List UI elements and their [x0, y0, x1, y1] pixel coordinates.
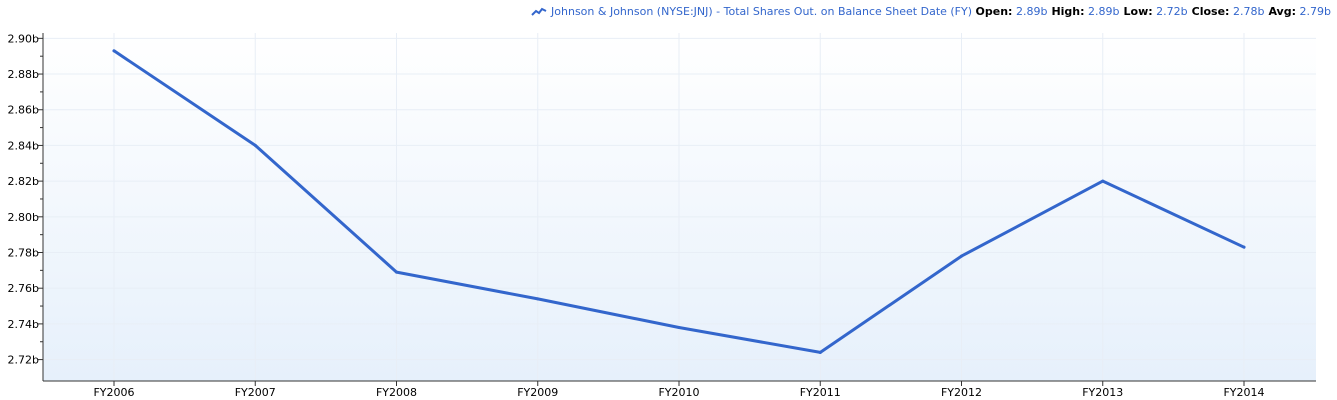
x-tick-label: FY2009 [517, 386, 558, 399]
legend-open-label: Open: [975, 5, 1013, 18]
legend-avg-value: 2.79b [1299, 5, 1331, 18]
legend-high-label: High: [1051, 5, 1085, 18]
x-tick-label: FY2006 [93, 386, 134, 399]
data-point [1242, 245, 1246, 249]
legend-avg-label: Avg: [1268, 5, 1297, 18]
legend-low-value: 2.72b [1156, 5, 1188, 18]
data-point [112, 49, 116, 53]
data-point [395, 270, 398, 274]
data-point [253, 143, 257, 147]
line-series-icon [531, 7, 547, 16]
x-tick-label: FY2008 [376, 386, 417, 399]
data-point [1101, 179, 1105, 183]
y-tick-label: 2.88b [8, 68, 39, 81]
y-tick-label: 2.86b [8, 104, 39, 117]
legend-series-name: Johnson & Johnson (NYSE:JNJ) - Total Sha… [551, 5, 973, 18]
x-tick-label: FY2010 [658, 386, 699, 399]
y-tick-label: 2.78b [8, 247, 39, 260]
legend-high-value: 2.89b [1088, 5, 1120, 18]
grid-lines [43, 33, 1316, 381]
legend-low-label: Low: [1123, 5, 1153, 18]
y-tick-label: 2.80b [8, 211, 39, 224]
y-tick-label: 2.74b [8, 318, 39, 331]
y-tick-label: 2.76b [8, 282, 39, 295]
series-layer [112, 49, 1246, 354]
y-tick-label: 2.82b [8, 175, 39, 188]
legend-close-value: 2.78b [1232, 5, 1265, 18]
chart-legend: Johnson & Johnson (NYSE:JNJ) - Total Sha… [531, 5, 1331, 18]
y-tick-label: 2.84b [8, 139, 39, 152]
legend-open-value: 2.89b [1015, 5, 1048, 18]
y-tick-label: 2.72b [8, 354, 39, 367]
y-tick-label: 2.90b [8, 32, 39, 45]
data-point [536, 297, 540, 301]
x-tick-label: FY2007 [235, 386, 276, 399]
x-tick-label: FY2013 [1082, 386, 1123, 399]
x-tick-label: FY2014 [1223, 386, 1264, 399]
x-tick-label: FY2011 [800, 386, 841, 399]
y-axis-ticks: 2.72b 2.74b 2.76b 2.78b 2.80b 2.82b 2.84b 2.86b… [8, 32, 43, 367]
data-point [960, 254, 963, 258]
legend-close-label: Close: [1191, 5, 1230, 18]
x-axis-ticks: FY2006 FY2007 FY2008 FY2009 FY2010 FY2011 FY20… [93, 381, 1265, 399]
data-point [677, 325, 681, 329]
x-tick-label: FY2012 [941, 386, 982, 399]
data-point [818, 350, 822, 354]
